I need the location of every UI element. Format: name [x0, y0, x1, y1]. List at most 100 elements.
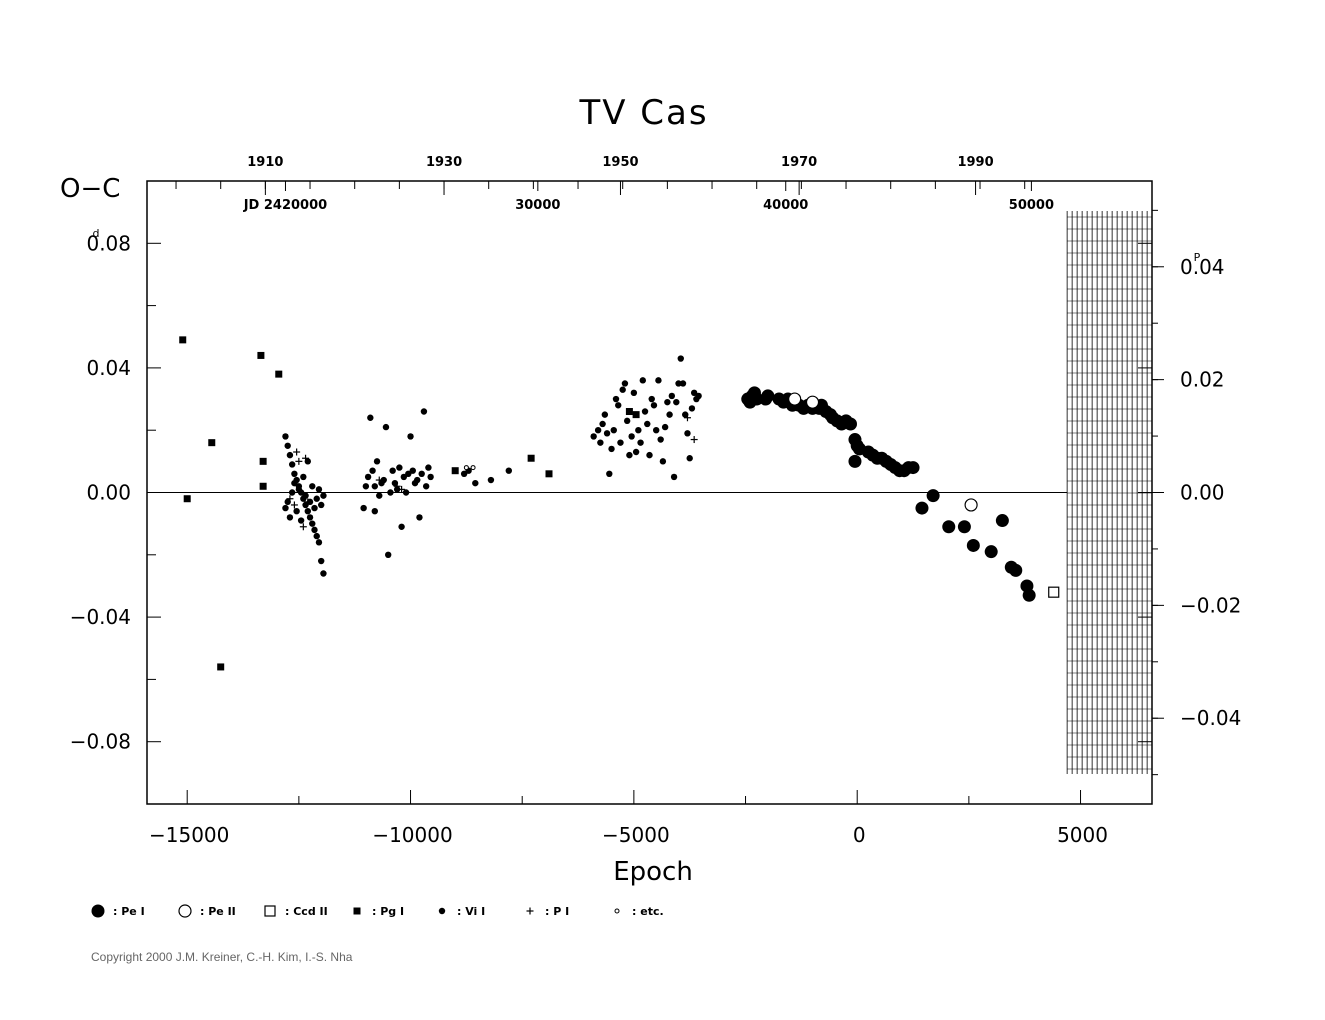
point-vi-i	[313, 495, 320, 502]
point-vi-i	[315, 486, 323, 493]
point-pg-i	[183, 495, 191, 503]
point-pe-i	[942, 520, 956, 534]
point-vi-i	[389, 467, 396, 474]
point-vi-i	[396, 464, 403, 471]
point-vi-i	[690, 389, 698, 397]
point-pe-i	[848, 454, 862, 468]
year-tick-label: 1930	[426, 155, 462, 170]
point-vi-i	[382, 423, 390, 431]
point-pg-i	[275, 370, 283, 378]
point-vi-i	[398, 523, 405, 530]
y-tick-label: −0.08	[70, 730, 131, 754]
point-vi-i	[306, 514, 314, 521]
point-vi-i	[599, 420, 606, 428]
point-vi-i	[422, 483, 430, 490]
point-ccd-ii	[1048, 586, 1060, 598]
point-vi-i	[682, 411, 689, 418]
point-pg-i	[217, 663, 225, 671]
point-vi-i	[606, 470, 613, 478]
legend-symbol	[353, 907, 361, 915]
point-vi-i	[315, 539, 323, 546]
axes: −15000 −10000 −5000 0 5000 −0.08 −0.04 0.00 0.04…	[70, 155, 1242, 847]
point-vi-i	[313, 532, 320, 540]
point-vi-i	[472, 479, 479, 487]
point-vi-i	[309, 483, 316, 490]
jd-label: 30000	[515, 198, 560, 213]
x-tick-label: −5000	[602, 823, 670, 847]
point-etc	[470, 465, 476, 471]
point-vi-i	[407, 433, 414, 440]
point-vi-i	[402, 489, 410, 496]
legend-label: : etc.	[632, 905, 664, 918]
point-vi-i	[668, 392, 676, 400]
y-tick-label: 0.00	[86, 481, 131, 505]
point-vi-i	[409, 467, 416, 474]
point-vi-i	[695, 392, 702, 400]
legend-symbol	[614, 908, 620, 914]
point-vi-i	[621, 380, 629, 387]
point-pg-i	[208, 439, 216, 447]
point-pe-i	[1022, 588, 1036, 602]
point-vi-i	[425, 464, 432, 471]
point-vi-i	[369, 467, 376, 474]
point-vi-i	[302, 492, 309, 499]
year-tick-label: 1950	[602, 155, 638, 170]
point-pg-i	[257, 351, 265, 359]
point-vi-i	[367, 414, 374, 421]
year-tick-label: 1970	[781, 155, 817, 170]
point-pe-i	[761, 389, 775, 403]
legend-symbol	[438, 907, 446, 915]
point-pe-i	[966, 538, 980, 552]
point-vi-i	[311, 526, 318, 534]
legend-symbol	[264, 905, 276, 917]
point-vi-i	[659, 458, 667, 465]
point-vi-i	[288, 461, 296, 468]
point-pg-i	[527, 454, 535, 462]
point-vi-i	[608, 445, 615, 453]
copyright-text: Copyright 2000 J.M. Kreiner, C.-H. Kim, …	[91, 950, 353, 964]
point-vi-i	[304, 458, 311, 465]
point-vi-i	[630, 389, 638, 397]
y2-unit-label: P	[1194, 251, 1201, 264]
point-pg-i	[625, 408, 633, 416]
point-vi-i	[371, 507, 378, 515]
point-p-i	[299, 523, 307, 531]
point-vi-i	[282, 504, 289, 512]
point-vi-i	[286, 514, 294, 521]
point-vi-i	[637, 439, 644, 446]
point-vi-i	[309, 520, 316, 527]
point-vi-i	[371, 483, 378, 490]
jd-label: JD 2420000	[243, 198, 327, 213]
point-vi-i	[364, 473, 372, 481]
point-vi-i	[597, 439, 604, 446]
chart-title: TV Cas	[578, 93, 708, 133]
point-vi-i	[291, 479, 298, 487]
point-vi-i	[619, 386, 626, 393]
point-vi-i	[626, 451, 633, 459]
point-vi-i	[648, 395, 655, 403]
legend-label: : Ccd II	[285, 905, 328, 918]
point-vi-i	[661, 423, 669, 431]
point-vi-i	[646, 451, 653, 459]
point-pe-ii	[805, 395, 820, 409]
y2-tick-label: 0.04	[1180, 255, 1225, 279]
point-vi-i	[650, 402, 658, 409]
point-vi-i	[304, 507, 311, 515]
point-pg-i	[545, 470, 553, 478]
point-vi-i	[420, 408, 428, 415]
point-vi-i	[302, 501, 309, 509]
point-vi-i	[286, 451, 294, 459]
point-p-i	[286, 495, 294, 503]
y2-tick-label: −0.04	[1180, 706, 1241, 730]
point-vi-i	[427, 473, 434, 481]
legend-symbol	[178, 904, 192, 918]
x-tick-label: −10000	[372, 823, 452, 847]
point-p-i	[393, 482, 401, 490]
data-points	[179, 336, 1060, 671]
point-vi-i	[688, 405, 696, 412]
point-vi-i	[460, 470, 468, 478]
point-vi-i	[601, 411, 609, 418]
year-tick-label: 1910	[247, 155, 283, 170]
point-vi-i	[664, 398, 671, 406]
